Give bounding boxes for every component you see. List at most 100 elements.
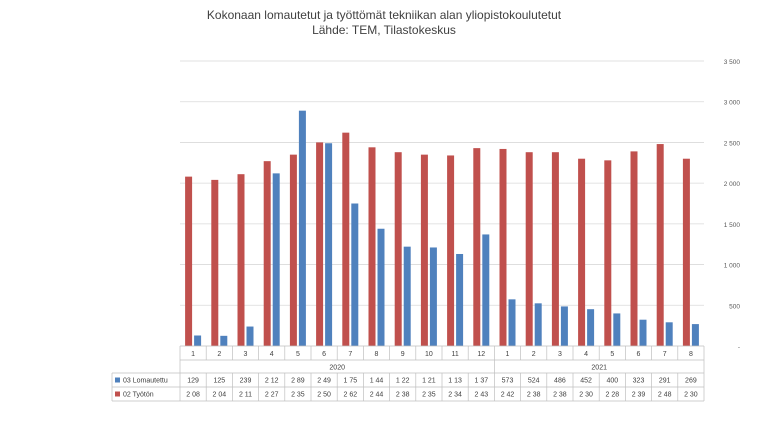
bar-tyoton <box>237 174 245 346</box>
table-value: 486 <box>554 378 566 385</box>
table-value: 2 34 <box>448 392 462 399</box>
table-value: 2 42 <box>501 392 515 399</box>
bar-lomautettu <box>639 319 647 346</box>
bar-lomautettu <box>665 322 673 346</box>
table-value: 129 <box>187 378 199 385</box>
category-label: 6 <box>322 351 326 358</box>
bar-tyoton <box>368 147 376 346</box>
y-tick-label: 3 000 <box>724 100 741 107</box>
table-value: 2 30 <box>684 392 698 399</box>
bar-tyoton <box>211 179 219 346</box>
table-value: 1 13 <box>448 378 462 385</box>
table-value: 1 21 <box>422 378 436 385</box>
table-value: 1 22 <box>396 378 410 385</box>
table-value: 1 44 <box>370 378 384 385</box>
category-label: 5 <box>296 351 300 358</box>
bar-tyoton <box>473 148 481 346</box>
bar-lomautettu <box>272 173 280 346</box>
bar-tyoton <box>394 152 402 346</box>
table-value: 323 <box>633 378 645 385</box>
table-value: 2 44 <box>370 392 384 399</box>
bar-tyoton <box>185 176 193 346</box>
bar-lomautettu <box>220 335 228 346</box>
bar-tyoton <box>682 158 690 346</box>
table-value: 291 <box>659 378 671 385</box>
bar-lomautettu <box>456 253 464 346</box>
table-value: 573 <box>502 378 514 385</box>
category-label: 11 <box>451 351 458 358</box>
table-value: 2 35 <box>291 392 305 399</box>
table-value: 2 38 <box>527 392 541 399</box>
category-label: 10 <box>425 351 433 358</box>
table-value: 400 <box>606 378 618 385</box>
category-label: 8 <box>689 351 693 358</box>
table-value: 2 43 <box>474 392 488 399</box>
bar-tyoton <box>342 132 350 346</box>
bar-lomautettu <box>534 303 542 346</box>
bar-tyoton <box>551 152 559 346</box>
category-label: 9 <box>401 351 405 358</box>
bar-tyoton <box>447 155 455 346</box>
table-value: 2 08 <box>186 392 200 399</box>
y-tick-label: 2 500 <box>724 140 741 147</box>
bar-tyoton <box>263 161 271 346</box>
table-value: 2 28 <box>605 392 619 399</box>
y-tick-label: 1 000 <box>724 263 741 270</box>
category-label: 8 <box>375 351 379 358</box>
bar-lomautettu <box>587 309 595 346</box>
bars <box>185 110 699 347</box>
table-value: 2 04 <box>212 392 226 399</box>
bar-tyoton <box>656 144 664 346</box>
bar-lomautettu <box>691 324 699 346</box>
bar-lomautettu <box>613 313 621 346</box>
bar-tyoton <box>604 160 612 346</box>
legend-key <box>115 391 120 397</box>
table-value: 2 89 <box>291 378 305 385</box>
category-label: 1 <box>506 351 510 358</box>
bar-tyoton <box>420 154 428 346</box>
bar-lomautettu <box>194 335 202 346</box>
gridlines <box>180 60 704 306</box>
group-label: 2021 <box>591 365 607 372</box>
table-value: 524 <box>528 378 540 385</box>
bar-tyoton <box>578 158 586 346</box>
bar-lomautettu <box>246 326 254 346</box>
table-value: 2 12 <box>265 378 279 385</box>
table-value: 1 75 <box>343 378 357 385</box>
bar-lomautettu <box>351 203 359 346</box>
category-label: 7 <box>348 351 352 358</box>
table-value: 2 48 <box>658 392 672 399</box>
bar-lomautettu <box>508 299 516 346</box>
y-tick-label: 500 <box>729 303 740 310</box>
bar-tyoton <box>499 148 507 346</box>
table-value: 269 <box>685 378 697 385</box>
category-label: 2 <box>532 351 536 358</box>
category-label: 3 <box>558 351 562 358</box>
table-value: 125 <box>213 378 225 385</box>
bar-lomautettu <box>429 247 437 346</box>
bar-lomautettu <box>325 143 333 346</box>
table-value: 2 38 <box>553 392 567 399</box>
category-label: 12 <box>477 351 485 358</box>
chart-title-block: Kokonaan lomautetut ja työttömät tekniik… <box>0 8 768 38</box>
bar-lomautettu <box>403 246 411 346</box>
legend-label: 03 Lomautettu <box>123 378 168 385</box>
bar-tyoton <box>630 151 638 346</box>
category-label: 2 <box>217 351 221 358</box>
table-value: 2 35 <box>422 392 436 399</box>
bar-lomautettu <box>482 234 490 346</box>
table-value: 2 30 <box>579 392 593 399</box>
bar-tyoton <box>316 142 324 346</box>
category-label: 7 <box>663 351 667 358</box>
table-value: 2 39 <box>632 392 646 399</box>
group-label: 2020 <box>329 365 345 372</box>
chart-subtitle: Lähde: TEM, Tilastokeskus <box>312 23 456 37</box>
table-value: 2 49 <box>317 378 331 385</box>
table-value: 2 50 <box>317 392 331 399</box>
table-value: 2 62 <box>343 392 357 399</box>
bar-lomautettu <box>560 306 568 346</box>
y-axis: - 500 1 000 1 500 2 000 2 500 3 000 3 500 <box>724 59 741 351</box>
y-tick-label: 2 000 <box>724 181 741 188</box>
bar-lomautettu <box>377 228 385 346</box>
